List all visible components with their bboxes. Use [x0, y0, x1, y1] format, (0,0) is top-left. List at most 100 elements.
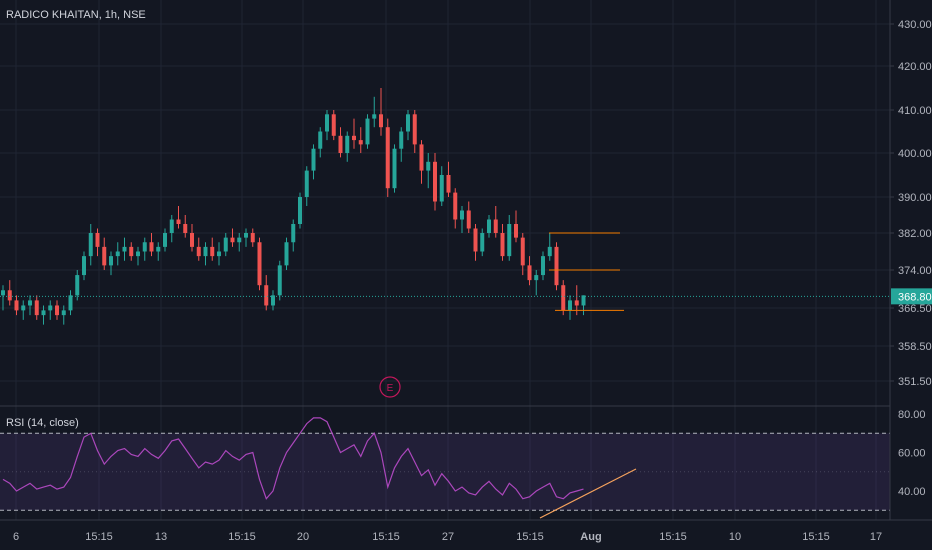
- last-price-value: 368.80: [898, 291, 932, 303]
- last-price-badge-bg: [891, 288, 932, 305]
- candle-up: [82, 256, 86, 276]
- candle-down: [95, 233, 100, 247]
- candle-up: [284, 242, 289, 266]
- candle-up: [28, 300, 32, 306]
- candle-up: [75, 275, 80, 296]
- candle-up: [21, 305, 26, 311]
- candle-up: [203, 246, 208, 257]
- time-tick-label: 17: [870, 531, 882, 543]
- candle-down: [257, 242, 262, 286]
- candle-down: [264, 285, 269, 306]
- candle-up: [41, 310, 46, 316]
- candle-up: [318, 131, 323, 149]
- candle-down: [554, 246, 559, 286]
- time-tick-label: 6: [13, 531, 19, 543]
- rsi-tick-label: 80.00: [898, 409, 926, 421]
- candle-down: [419, 144, 424, 171]
- rsi-pane[interactable]: RSI (14, close): [0, 417, 890, 519]
- candle-up: [406, 114, 410, 132]
- event-marker[interactable]: E: [379, 376, 401, 398]
- candle-down: [500, 233, 505, 257]
- candle-up: [109, 256, 113, 266]
- candle-up: [61, 310, 66, 316]
- last-price-badge: 368.80: [891, 288, 932, 305]
- candle-down: [176, 219, 181, 224]
- candle-up: [372, 114, 377, 119]
- candle-down: [210, 246, 215, 257]
- candle-up: [439, 175, 444, 202]
- candle-up: [115, 251, 120, 257]
- time-tick-label: 15:15: [228, 531, 256, 543]
- price-pane[interactable]: E RADICO KHAITAN, 1h, NSE: [0, 9, 890, 398]
- candle-up: [487, 219, 491, 233]
- rsi-band: [0, 433, 890, 511]
- rsi-tick-label: 60.00: [898, 448, 926, 460]
- rsi-guide-lines: [0, 432, 890, 511]
- candle-down: [183, 224, 188, 233]
- rsi-trendline[interactable]: [539, 468, 637, 519]
- price-tick-label: 382.00: [898, 228, 932, 240]
- candle-down: [358, 140, 363, 145]
- candle-up: [345, 135, 350, 153]
- price-tick-label: 410.00: [898, 105, 932, 117]
- rsi-tick-label: 40.00: [898, 486, 926, 498]
- candle-up: [68, 295, 73, 311]
- candle-up: [298, 197, 302, 224]
- candle-up: [136, 251, 140, 257]
- candle-down: [102, 246, 107, 266]
- candle-down: [412, 114, 417, 145]
- candle-up: [534, 275, 539, 281]
- candle-down: [561, 285, 566, 311]
- rsi-line: [2, 417, 584, 500]
- candle-down: [473, 228, 478, 252]
- price-tick-label: 420.00: [898, 61, 932, 73]
- candle-up: [277, 265, 282, 296]
- candle-down: [196, 246, 201, 257]
- candle-down: [352, 135, 356, 141]
- price-tick-label: 358.50: [898, 341, 932, 353]
- candle-up: [156, 246, 161, 252]
- candle-down: [446, 175, 451, 193]
- horizontal-levels[interactable]: [549, 232, 624, 311]
- candle-up: [304, 170, 309, 197]
- candle-up: [581, 295, 586, 306]
- candle-up: [507, 224, 512, 257]
- candle-up: [237, 237, 242, 243]
- candle-up: [223, 237, 228, 252]
- price-tick-label: 374.00: [898, 265, 932, 277]
- candle-down: [433, 161, 437, 202]
- candle-down: [230, 237, 235, 243]
- time-axis[interactable]: 6 15:15 13 15:15 20 15:15 27 15:15 Aug 15:15 10 15:…: [0, 519, 932, 543]
- price-tick-label: 366.50: [898, 303, 932, 315]
- candle-up: [541, 256, 545, 276]
- candle-down: [466, 210, 471, 229]
- candle-down: [149, 242, 154, 252]
- candle-down: [250, 233, 255, 243]
- price-axis-ticks: 430.00 420.00 410.00 400.00 390.00 382.00 374.…: [890, 19, 932, 388]
- candle-up: [291, 224, 296, 243]
- candle-up: [399, 131, 404, 149]
- time-tick-label: 10: [729, 531, 741, 543]
- candle-up: [163, 233, 167, 247]
- time-tick-label: 15:15: [659, 531, 687, 543]
- price-tick-label: 390.00: [898, 192, 932, 204]
- candle-down: [331, 114, 336, 136]
- candle-up: [460, 210, 464, 220]
- time-tick-label: 13: [155, 531, 167, 543]
- candle-up: [217, 251, 221, 257]
- candle-down: [34, 300, 39, 316]
- chart-title: RADICO KHAITAN, 1h, NSE: [6, 9, 146, 21]
- candle-up: [122, 246, 127, 252]
- candle-up: [568, 300, 572, 311]
- candle-up: [480, 233, 485, 252]
- time-tick-label: 15:15: [372, 531, 400, 543]
- price-tick-label: 351.50: [898, 376, 932, 388]
- rsi-axis-ticks: 80.00 60.00 40.00: [898, 409, 926, 498]
- candle-down: [385, 127, 390, 189]
- time-tick-label: Aug: [580, 531, 601, 543]
- event-marker-circle[interactable]: [379, 376, 401, 398]
- price-axis[interactable]: 430.00 420.00 410.00 400.00 390.00 382.00 374.…: [889, 0, 932, 520]
